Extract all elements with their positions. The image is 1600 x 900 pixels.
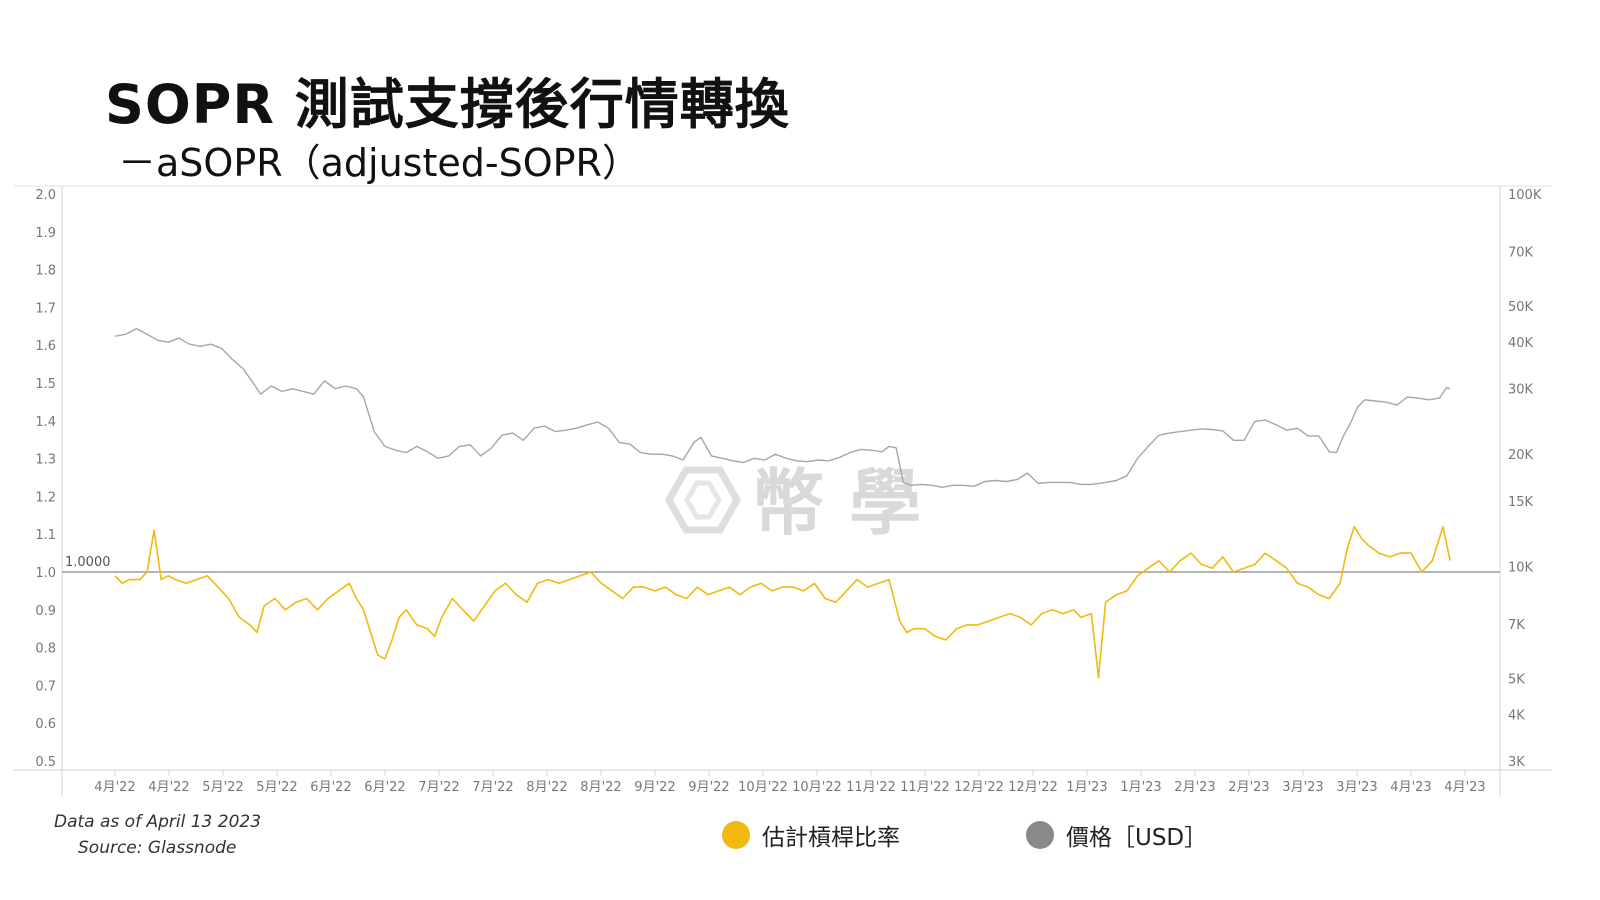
x-tick-label: 1月'23 [1066, 780, 1107, 795]
right-axis-ticks: 3K 4K 5K 7K 10K 15K 20K 30K 40K 50K 70K 100K [1508, 188, 1542, 770]
left-tick-label: 2.0 [35, 188, 56, 203]
page-subtitle: －aSOPR（adjusted-SOPR） [118, 141, 640, 185]
footnote-source: Source: Glassnode [78, 838, 237, 858]
watermark-logo-inner-icon [684, 480, 722, 520]
watermark-logo-icon [664, 466, 742, 534]
x-tick-label: 9月'22 [634, 780, 675, 795]
x-tick-label: 2月'23 [1174, 780, 1215, 795]
right-tick-label: 50K [1508, 300, 1534, 315]
x-tick-label: 5月'22 [202, 780, 243, 795]
left-tick-label: 1.4 [35, 415, 56, 430]
left-tick-label: 0.7 [35, 679, 56, 694]
right-tick-label: 30K [1508, 383, 1534, 398]
right-tick-label: 7K [1508, 618, 1525, 633]
legend-swatch-leverage-ratio [722, 821, 750, 849]
left-tick-label: 1.8 [35, 264, 56, 279]
x-tick-label: 12月'22 [954, 780, 1004, 795]
right-tick-label: 3K [1508, 755, 1525, 770]
left-tick-label: 0.6 [35, 717, 56, 732]
x-tick-label: 7月'22 [472, 780, 513, 795]
x-tick-label: 3月'23 [1336, 780, 1377, 795]
right-tick-label: 10K [1508, 560, 1534, 575]
reference-line-label: 1.0000 [65, 555, 111, 570]
x-axis-ticks: 4月'22 4月'22 5月'22 5月'22 6月'22 6月'22 7月'22 7月'22… [94, 770, 1486, 795]
right-tick-label: 70K [1508, 246, 1534, 261]
watermark-text: 幣 學 [752, 461, 921, 545]
left-axis-ticks: 0.5 0.6 0.7 0.8 0.9 1.0 1.1 1.2 1.3 1.4 1.5 1.6 1.7 1… [35, 188, 56, 770]
legend-swatch-price-usd [1026, 821, 1054, 849]
left-tick-label: 1.2 [35, 490, 56, 505]
x-tick-label: 11月'22 [846, 780, 896, 795]
x-tick-label: 6月'22 [364, 780, 405, 795]
x-tick-label: 5月'22 [256, 780, 297, 795]
x-tick-label: 3月'23 [1282, 780, 1323, 795]
x-tick-label: 2月'23 [1228, 780, 1269, 795]
left-tick-label: 1.1 [35, 528, 56, 543]
x-tick-label: 12月'22 [1008, 780, 1058, 795]
x-tick-label: 8月'22 [580, 780, 621, 795]
x-tick-label: 1月'23 [1120, 780, 1161, 795]
series-line-price [114, 327, 1451, 488]
left-tick-label: 1.0 [35, 566, 56, 581]
series-group [114, 327, 1451, 679]
left-tick-label: 1.5 [35, 377, 56, 392]
footnote-date: Data as of April 13 2023 [54, 812, 262, 832]
x-tick-label: 7月'22 [418, 780, 459, 795]
x-tick-label: 4月'22 [148, 780, 189, 795]
plot-frame [14, 185, 1552, 797]
right-tick-label: 5K [1508, 672, 1525, 687]
x-tick-label: 9月'22 [688, 780, 729, 795]
left-tick-label: 1.9 [35, 226, 56, 241]
right-tick-label: 40K [1508, 336, 1534, 351]
legend-item-leverage-ratio: 估計槓桿比率 [722, 818, 900, 852]
left-tick-label: 1.7 [35, 301, 56, 316]
watermark: 幣 學 [664, 461, 921, 545]
left-tick-label: 0.8 [35, 642, 56, 657]
legend-label-leverage-ratio: 估計槓桿比率 [762, 825, 900, 851]
x-tick-label: 6月'22 [310, 780, 351, 795]
legend-item-price-usd: 價格［USD］ [1026, 818, 1207, 852]
right-tick-label: 100K [1508, 188, 1542, 203]
reference-line-group: 1.0000 [62, 555, 1500, 573]
left-tick-label: 1.3 [35, 453, 56, 468]
left-tick-label: 1.6 [35, 339, 56, 354]
x-tick-label: 11月'22 [900, 780, 950, 795]
x-tick-label: 10月'22 [792, 780, 842, 795]
x-tick-label: 4月'23 [1444, 780, 1485, 795]
x-tick-label: 4月'23 [1390, 780, 1431, 795]
right-tick-label: 4K [1508, 708, 1525, 723]
page-title: SOPR 測試支撐後行情轉換 [105, 73, 790, 136]
legend-label-price-usd: 價格［USD］ [1066, 825, 1208, 851]
right-tick-label: 20K [1508, 448, 1534, 463]
x-tick-label: 8月'22 [526, 780, 567, 795]
series-line-leverage-ratio [114, 525, 1451, 679]
left-tick-label: 0.9 [35, 604, 56, 619]
x-tick-label: 10月'22 [738, 780, 788, 795]
left-tick-label: 0.5 [35, 755, 56, 770]
x-tick-label: 4月'22 [94, 780, 135, 795]
right-tick-label: 15K [1508, 495, 1534, 510]
